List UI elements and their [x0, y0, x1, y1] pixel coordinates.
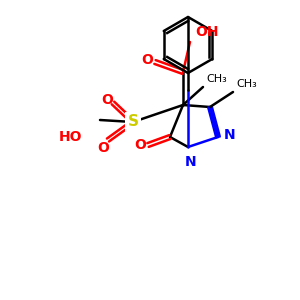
Text: O: O: [101, 93, 113, 107]
Text: N: N: [185, 155, 197, 169]
Text: N: N: [224, 128, 236, 142]
Text: CH₃: CH₃: [236, 79, 257, 89]
Text: HO: HO: [58, 130, 82, 144]
Text: O: O: [141, 53, 153, 67]
Text: CH₃: CH₃: [206, 74, 227, 84]
Text: OH: OH: [195, 25, 218, 39]
Text: S: S: [128, 115, 139, 130]
Text: O: O: [97, 141, 109, 155]
Text: O: O: [134, 138, 146, 152]
